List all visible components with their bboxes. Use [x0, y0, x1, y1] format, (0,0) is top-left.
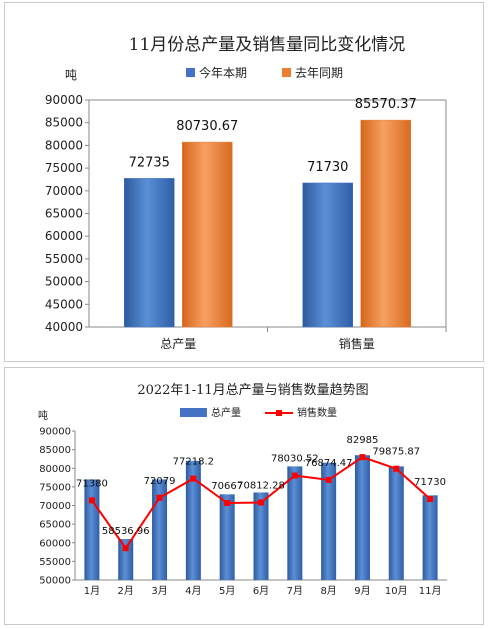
data-label: 71730 — [414, 477, 446, 488]
bar-production — [422, 495, 438, 580]
y-tick-label: 75000 — [45, 161, 83, 175]
chart-production-sales-yoy: 11月份总产量及销售量同比变化情况 吨 今年本期 去年同期 40000 45000 5… — [45, 35, 447, 351]
y-tick-label: 55000 — [45, 252, 83, 266]
bar-last-year — [182, 141, 233, 328]
x-tick-label: 销售量 — [339, 336, 375, 351]
data-label: 79875.87 — [372, 447, 420, 458]
x-tick-label: 11月 — [419, 585, 442, 597]
bar-production — [354, 455, 370, 580]
bar-last-year — [360, 119, 411, 328]
sales-marker — [224, 500, 231, 507]
y-tick-label: 40000 — [45, 320, 83, 334]
bar-production — [219, 494, 235, 580]
bar-production — [287, 466, 303, 580]
sales-marker — [427, 496, 434, 503]
x-tick-label: 3月 — [151, 585, 167, 597]
legend-swatch — [186, 68, 195, 77]
y-tick-label: 65000 — [39, 520, 71, 531]
data-label: 77218.2 — [173, 457, 214, 468]
y-tick-label: 85000 — [39, 445, 71, 456]
data-label: 71730 — [307, 160, 348, 175]
legend: 今年本期 去年同期 — [186, 65, 343, 80]
y-tick-label: 70000 — [45, 184, 83, 198]
bars — [124, 119, 411, 328]
legend-label: 去年同期 — [295, 66, 343, 80]
y-tick-label: 65000 — [45, 207, 83, 221]
x-tick-label: 9月 — [354, 585, 370, 597]
sales-marker — [122, 545, 129, 552]
sales-line — [88, 454, 434, 552]
x-tick-label: 7月 — [287, 585, 303, 597]
data-label: 70812.28 — [237, 480, 285, 491]
y-tick-label: 85000 — [45, 116, 83, 130]
sales-marker — [258, 499, 264, 506]
y-axis-label: 吨 — [38, 409, 48, 422]
data-label: 71380 — [76, 478, 108, 489]
data-label: 76874.47 — [305, 458, 353, 469]
sales-marker — [190, 475, 197, 482]
data-label: 85570.37 — [355, 97, 417, 112]
legend-swatch-marker — [276, 410, 282, 416]
y-tick-label: 45000 — [45, 297, 83, 311]
axes: 50000 55000 60000 65000 70000 75000 80000 85000… — [39, 427, 447, 597]
y-tick-label: 80000 — [39, 464, 71, 475]
y-tick-label: 70000 — [39, 501, 71, 512]
sales-marker — [325, 476, 332, 483]
y-tick-label: 90000 — [39, 427, 71, 438]
y-tick-label: 50000 — [39, 576, 71, 587]
chart-title: 11月份总产量及销售量同比变化情况 — [129, 35, 406, 55]
bar-production — [388, 466, 404, 580]
x-tick-label: 1月 — [84, 585, 100, 597]
x-tick-label: 总产量 — [160, 337, 196, 351]
legend: 总产量 销售数量 — [180, 406, 337, 419]
y-axis-label: 吨 — [65, 68, 77, 82]
x-tick-label: 4月 — [185, 585, 201, 597]
data-labels: 72735 80730.67 71730 85570.37 — [129, 97, 417, 175]
y-tick-label: 55000 — [39, 557, 71, 568]
y-tick-label: 60000 — [45, 229, 83, 243]
legend-label: 今年本期 — [199, 65, 247, 80]
x-tick-label: 10月 — [385, 585, 408, 597]
sales-marker — [359, 454, 366, 461]
bars — [84, 455, 438, 580]
x-tick-label: 5月 — [219, 585, 235, 597]
legend-label: 销售数量 — [297, 406, 337, 419]
chart-title: 2022年1-11月总产量与销售数量趋势图 — [137, 382, 368, 398]
sales-marker — [156, 494, 163, 501]
chart-panel-production-sales: 11月份总产量及销售量同比变化情况 吨 今年本期 去年同期 40000 45000 5… — [4, 2, 484, 362]
bar-production — [253, 492, 269, 580]
x-tick-label: 8月 — [320, 585, 336, 597]
y-tick-label: 60000 — [39, 538, 71, 549]
data-label: 58536.96 — [102, 526, 150, 537]
sales-marker — [88, 497, 95, 504]
sales-marker — [291, 472, 298, 479]
axes: 40000 45000 50000 55000 60000 65000 70000 75000… — [45, 93, 447, 351]
chart-panel-monthly-trend: 2022年1-11月总产量与销售数量趋势图 吨 总产量 销售数量 50000 550… — [4, 367, 484, 625]
chart-monthly-trend: 2022年1-11月总产量与销售数量趋势图 吨 总产量 销售数量 50000 550… — [38, 382, 447, 597]
data-label: 72079 — [144, 476, 176, 487]
y-tick-label: 80000 — [45, 138, 83, 152]
data-label: 82985 — [347, 435, 379, 446]
legend-label: 总产量 — [211, 406, 241, 419]
data-label: 72735 — [129, 155, 170, 170]
bar-production — [118, 539, 134, 580]
data-label: 80730.67 — [176, 119, 238, 134]
data-label: 70667 — [211, 481, 243, 492]
y-tick-label: 90000 — [45, 93, 83, 107]
bar-current — [302, 182, 353, 328]
x-tick-label: 2月 — [118, 585, 134, 597]
x-tick-label: 6月 — [253, 585, 269, 597]
bar-production — [185, 460, 201, 580]
sales-marker — [393, 465, 400, 472]
data-label: 78030.52 — [271, 454, 319, 465]
y-tick-label: 75000 — [39, 482, 71, 493]
legend-swatch — [282, 68, 291, 77]
bar-production — [84, 479, 100, 580]
y-tick-label: 50000 — [45, 275, 83, 289]
legend-swatch-bar — [180, 408, 207, 417]
bar-current — [124, 178, 175, 328]
bar-production — [321, 462, 337, 580]
